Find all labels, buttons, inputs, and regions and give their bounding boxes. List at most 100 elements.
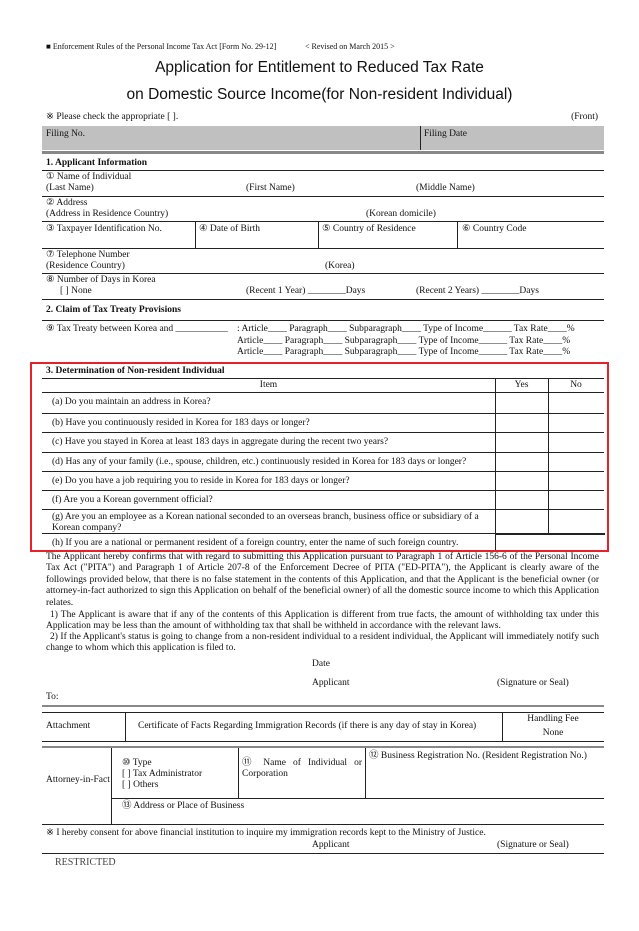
- consent-signature-label: (Signature or Seal): [497, 840, 569, 850]
- answer-yes-cell[interactable]: [496, 510, 547, 533]
- answer-yes-cell[interactable]: [496, 453, 547, 471]
- question-text: (d) Has any of your family (i.e., spouse…: [52, 457, 467, 467]
- divider: [42, 273, 604, 274]
- answer-yes-cell[interactable]: [496, 472, 547, 490]
- filing-band: [42, 126, 604, 150]
- divider: [548, 378, 549, 533]
- handling-fee-label: Handling Fee: [527, 714, 579, 724]
- days-label: ⑧ Number of Days in Korea: [46, 275, 156, 285]
- residence-address-field[interactable]: (Address in Residence Country): [46, 209, 169, 219]
- question-text: (f) Are you a Korean government official…: [52, 495, 213, 505]
- divider: [42, 705, 604, 707]
- country-residence-field[interactable]: ⑤ Country of Residence: [322, 224, 416, 234]
- treaty-row[interactable]: Article____ Paragraph____ Subparagraph__…: [237, 347, 571, 357]
- declaration-text: The Applicant hereby confirms that with …: [46, 552, 599, 608]
- divider: [42, 712, 604, 713]
- question-text: (h) If you are a national or permanent r…: [52, 538, 459, 548]
- treaty-country-field[interactable]: ⑨ Tax Treaty between Korea and _________…: [46, 324, 228, 334]
- handling-fee-value: None: [542, 728, 564, 738]
- answer-no-cell[interactable]: [549, 433, 604, 452]
- foreign-country-field[interactable]: [495, 533, 605, 550]
- question-text: (a) Do you maintain an address in Korea?: [52, 397, 211, 407]
- name-label: ① Name of Individual: [46, 172, 132, 182]
- divider: [495, 378, 496, 533]
- applicant-field[interactable]: Applicant: [312, 678, 350, 688]
- treaty-row[interactable]: : Article____ Paragraph____ Subparagraph…: [237, 324, 575, 334]
- divider: [42, 824, 604, 825]
- tax-administrator-checkbox[interactable]: [ ] Tax Administrator: [122, 769, 203, 779]
- tin-field[interactable]: ③ Taxpayer Identification No.: [46, 224, 162, 234]
- consent-applicant-field[interactable]: Applicant: [312, 840, 350, 850]
- filing-date-field[interactable]: Filing Date: [424, 129, 468, 139]
- question-text: (c) Have you stayed in Korea at least 18…: [52, 437, 389, 447]
- divider: [318, 221, 319, 248]
- divider: [125, 712, 126, 741]
- attorney-address-field[interactable]: ⑬ Address or Place of Business: [122, 801, 245, 811]
- divider: [42, 378, 604, 379]
- form-reference: ■ Enforcement Rules of the Personal Inco…: [46, 42, 277, 51]
- answer-no-cell[interactable]: [549, 414, 604, 432]
- answer-yes-cell[interactable]: [496, 491, 547, 509]
- dob-field[interactable]: ④ Date of Birth: [199, 224, 261, 234]
- date-field[interactable]: Date: [312, 659, 330, 669]
- divider: [42, 432, 604, 433]
- filing-no-field[interactable]: Filing No.: [46, 129, 86, 139]
- question-text: (g) Are you an employee as a Korean nati…: [52, 512, 479, 533]
- divider: [42, 392, 604, 393]
- attorney-name-field[interactable]: ⑪ Name of Individual or Corporation: [242, 758, 362, 779]
- divider: [42, 151, 604, 154]
- section3-title: 3. Determination of Non-resident Individ…: [46, 366, 225, 376]
- answer-yes-cell[interactable]: [496, 433, 547, 452]
- first-name-field[interactable]: (First Name): [246, 183, 295, 193]
- restricted-label: RESTRICTED: [55, 857, 116, 868]
- middle-name-field[interactable]: (Middle Name): [416, 183, 475, 193]
- country-code-field[interactable]: ⑥ Country Code: [462, 224, 527, 234]
- treaty-row[interactable]: Article____ Paragraph____ Subparagraph__…: [237, 336, 571, 346]
- divider: [502, 712, 503, 741]
- recent-2-years-field[interactable]: (Recent 2 Years) ________Days: [416, 286, 539, 296]
- divider: [457, 221, 458, 248]
- divider: [42, 413, 604, 414]
- answer-yes-cell[interactable]: [496, 414, 547, 432]
- korean-domicile-field[interactable]: (Korean domicile): [366, 209, 436, 219]
- none-checkbox[interactable]: [ ] None: [60, 286, 92, 296]
- question-text: (e) Do you have a job requiring you to r…: [52, 476, 350, 486]
- divider: [420, 126, 421, 150]
- divider: [42, 853, 604, 854]
- section2-title: 2. Claim of Tax Treaty Provisions: [46, 305, 181, 315]
- question-text: (b) Have you continuously resided in Kor…: [52, 418, 310, 428]
- attorney-type-label: ⑩ Type: [122, 758, 152, 768]
- divider: [42, 452, 604, 453]
- signature-label: (Signature or Seal): [497, 678, 569, 688]
- divider: [42, 490, 604, 491]
- section1-title: 1. Applicant Information: [46, 158, 148, 168]
- answer-no-cell[interactable]: [549, 491, 604, 509]
- answer-yes-cell[interactable]: [496, 393, 547, 413]
- column-item: Item: [259, 380, 278, 390]
- to-field[interactable]: To:: [46, 692, 59, 702]
- divider: [195, 221, 196, 248]
- divider: [42, 746, 604, 748]
- highlight-box: [30, 362, 609, 552]
- divider: [42, 196, 604, 197]
- divider: [42, 471, 604, 472]
- column-no: No: [570, 380, 582, 390]
- revised-date: < Revised on March 2015 >: [305, 42, 395, 51]
- phone-korea-field[interactable]: (Korea): [325, 261, 355, 271]
- address-label: ② Address: [46, 198, 88, 208]
- last-name-field[interactable]: (Last Name): [46, 183, 94, 193]
- answer-no-cell[interactable]: [549, 510, 604, 533]
- divider: [238, 748, 239, 798]
- divider: [42, 509, 604, 510]
- others-checkbox[interactable]: [ ] Others: [122, 780, 159, 790]
- answer-no-cell[interactable]: [549, 393, 604, 413]
- divider: [42, 248, 604, 249]
- divider: [365, 748, 366, 798]
- business-registration-field[interactable]: ⑫ Business Registration No. (Resident Re…: [369, 751, 587, 761]
- answer-no-cell[interactable]: [549, 453, 604, 471]
- phone-residence-field[interactable]: (Residence Country): [46, 261, 125, 271]
- answer-no-cell[interactable]: [549, 472, 604, 490]
- recent-1-year-field[interactable]: (Recent 1 Year) ________Days: [246, 286, 366, 296]
- divider: [42, 741, 604, 742]
